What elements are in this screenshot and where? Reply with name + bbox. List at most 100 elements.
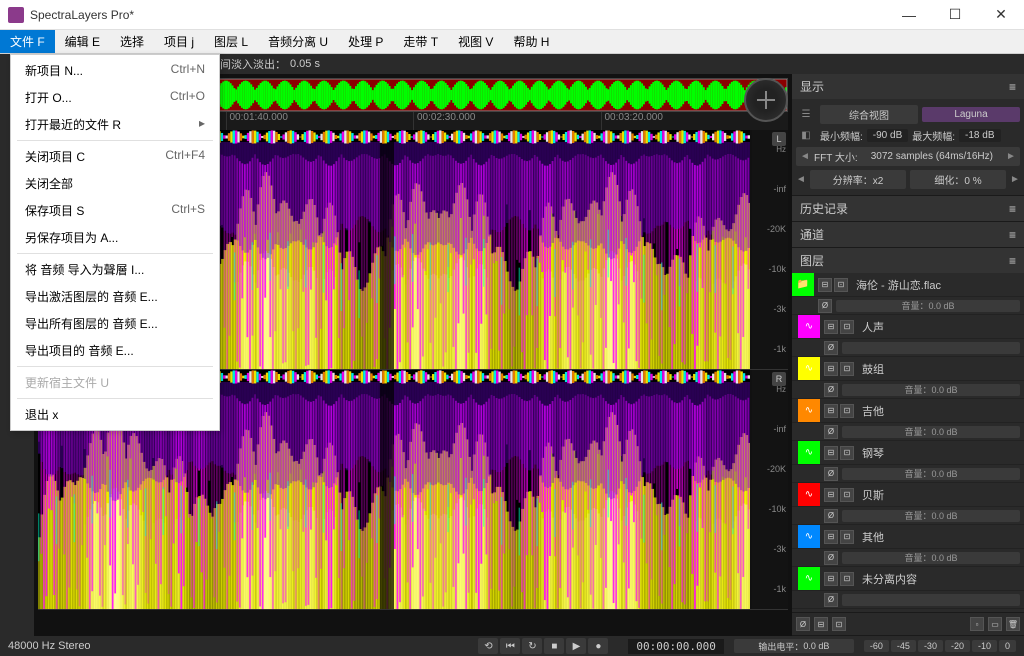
layer-color-swatch[interactable]: 📁 (792, 273, 814, 296)
maximize-button[interactable]: ☐ (932, 0, 978, 30)
solo-button[interactable]: ⊡ (840, 530, 854, 544)
solo-button[interactable]: ⊡ (840, 362, 854, 376)
close-button[interactable]: ✕ (978, 0, 1024, 30)
solo-button[interactable]: ⊡ (840, 404, 854, 418)
mute-button[interactable]: ⊟ (818, 278, 832, 292)
menu-entry[interactable]: 导出所有图层的 音频 E... (11, 310, 219, 337)
zoom-level-button[interactable]: 0 (999, 640, 1016, 652)
output-level-slider[interactable]: 输出电平：0.0 dB (734, 639, 854, 653)
menu-entry[interactable]: 打开最近的文件 R▸ (11, 111, 219, 138)
menu-item[interactable]: 帮助 H (503, 30, 559, 53)
layer-color-swatch[interactable]: ∿ (798, 525, 820, 548)
layer-color-swatch[interactable]: ∿ (798, 483, 820, 506)
play-button[interactable]: ▶ (566, 638, 586, 654)
menu-entry[interactable]: 另保存项目为 A... (11, 224, 219, 251)
layer-bypass-button[interactable]: Ø (824, 467, 838, 481)
solo-button[interactable]: ⊡ (840, 572, 854, 586)
slider-right-icon[interactable]: ► (1006, 151, 1016, 162)
menu-icon[interactable]: ≡ (1009, 80, 1016, 94)
layer-volume-slider[interactable]: 音量：0.0 dB (842, 552, 1020, 564)
history-panel-header[interactable]: 历史记录 ≡ (792, 196, 1024, 221)
solo-button[interactable]: ⊡ (840, 488, 854, 502)
zoom-level-button[interactable]: -30 (918, 640, 943, 652)
menu-item[interactable]: 图层 L (204, 30, 258, 53)
fft-value[interactable]: 3072 samples (64ms/16Hz) (862, 151, 1002, 162)
menu-item[interactable]: 视图 V (448, 30, 503, 53)
slider-left-icon[interactable]: ◄ (800, 151, 810, 162)
mute-button[interactable]: ⊟ (824, 572, 838, 586)
layer-row[interactable]: ∿ ⊟ ⊡ 人声 (792, 315, 1024, 339)
layer-bypass-button[interactable]: Ø (824, 551, 838, 565)
resolution-button[interactable]: 分辨率：x2 (810, 170, 906, 189)
menu-entry[interactable]: 保存项目 SCtrl+S (11, 197, 219, 224)
display-panel-header[interactable]: 显示 ≡ (792, 74, 1024, 99)
layer-volume-slider[interactable] (842, 342, 1020, 354)
layer-row[interactable]: ∿ ⊟ ⊡ 其他 (792, 525, 1024, 549)
mute-button[interactable]: ⊟ (824, 488, 838, 502)
layer-row[interactable]: ∿ ⊟ ⊡ 未分离内容 (792, 567, 1024, 591)
layer-delete-button[interactable]: 🗑 (1006, 617, 1020, 631)
zoom-level-button[interactable]: -60 (864, 640, 889, 652)
layer-volume-slider[interactable]: 音量：0.0 dB (842, 510, 1020, 522)
layer-bypass-button[interactable]: Ø (824, 383, 838, 397)
menu-icon[interactable]: ≡ (1009, 228, 1016, 242)
mute-button[interactable]: ⊟ (824, 530, 838, 544)
solo-button[interactable]: ⊡ (834, 278, 848, 292)
layer-color-swatch[interactable]: ∿ (798, 315, 820, 338)
solo-button[interactable]: ⊡ (840, 320, 854, 334)
mute-button[interactable]: ⊟ (824, 446, 838, 460)
layer-volume-slider[interactable]: 音量：0.0 dB (842, 426, 1020, 438)
layer-bypass-button[interactable]: Ø (824, 341, 838, 355)
min-freq-value[interactable]: -90 dB (867, 129, 908, 142)
view-mode-button[interactable]: 综合视图 (820, 105, 918, 124)
layer-bypass-button[interactable]: Ø (824, 509, 838, 523)
menu-item[interactable]: 编辑 E (55, 30, 110, 53)
menu-entry[interactable]: 导出激活图层的 音频 E... (11, 283, 219, 310)
layer-bypass-button[interactable]: Ø (824, 593, 838, 607)
menu-entry[interactable]: 将 音频 导入为聲層 I... (11, 256, 219, 283)
menu-entry[interactable]: 打开 O...Ctrl+O (11, 84, 219, 111)
layer-volume-slider[interactable]: 音量：0.0 dB (842, 384, 1020, 396)
menu-item[interactable]: 处理 P (338, 30, 393, 53)
minimize-button[interactable]: — (886, 0, 932, 30)
layer-row[interactable]: ∿ ⊟ ⊡ 贝斯 (792, 483, 1024, 507)
layer-bypass-button[interactable]: Ø (824, 425, 838, 439)
layer-volume-slider[interactable]: 音量：0.0 dB (842, 468, 1020, 480)
layer-color-swatch[interactable]: ∿ (798, 399, 820, 422)
range-icon[interactable]: ◧ (796, 130, 816, 141)
mute-button[interactable]: ⊟ (824, 320, 838, 334)
layer-volume-slider[interactable] (842, 594, 1020, 606)
zoom-level-button[interactable]: -45 (891, 640, 916, 652)
menu-item[interactable]: 走带 T (393, 30, 448, 53)
refine-button[interactable]: 细化：0 % (910, 170, 1006, 189)
menu-icon[interactable]: ≡ (1009, 202, 1016, 216)
rewind-button[interactable]: ⏮ (500, 638, 520, 654)
colormap-button[interactable]: Laguna (922, 107, 1020, 122)
slider-right-icon[interactable]: ► (1010, 174, 1020, 185)
layer-add-button[interactable]: ▫ (970, 617, 984, 631)
menu-item[interactable]: 项目 j (154, 30, 204, 53)
layer-row[interactable]: ∿ ⊟ ⊡ 钢琴 (792, 441, 1024, 465)
menu-entry[interactable]: 关闭全部 (11, 170, 219, 197)
max-freq-value[interactable]: -18 dB (959, 129, 1000, 142)
layer-solo-toggle[interactable]: ⊡ (832, 617, 846, 631)
time-display[interactable]: 00:00:00.000 (628, 639, 723, 654)
menu-entry[interactable]: 关闭项目 CCtrl+F4 (11, 143, 219, 170)
layer-mute-toggle[interactable]: ⊟ (814, 617, 828, 631)
record-button[interactable]: ● (588, 638, 608, 654)
layer-visibility-toggle[interactable]: Ø (796, 617, 810, 631)
layer-volume-slider[interactable]: 音量：0.0 dB (836, 300, 1020, 312)
layer-row[interactable]: 📁 ⊟ ⊡ 海伦 - 游山恋.flac (792, 273, 1024, 297)
solo-button[interactable]: ⊡ (840, 446, 854, 460)
menu-entry[interactable]: 导出项目的 音频 E... (11, 337, 219, 364)
menu-item[interactable]: 文件 F (0, 30, 55, 53)
stop-button[interactable]: ■ (544, 638, 564, 654)
layers-panel-header[interactable]: 图层 ≡ (792, 248, 1024, 273)
slider-left-icon[interactable]: ◄ (796, 174, 806, 185)
layers-icon[interactable]: ☰ (796, 109, 816, 120)
layer-color-swatch[interactable]: ∿ (798, 357, 820, 380)
channel-panel-header[interactable]: 通道 ≡ (792, 222, 1024, 247)
menu-entry[interactable]: 退出 x (11, 401, 219, 428)
menu-item[interactable]: 音频分离 U (258, 30, 338, 53)
layer-folder-button[interactable]: ▭ (988, 617, 1002, 631)
